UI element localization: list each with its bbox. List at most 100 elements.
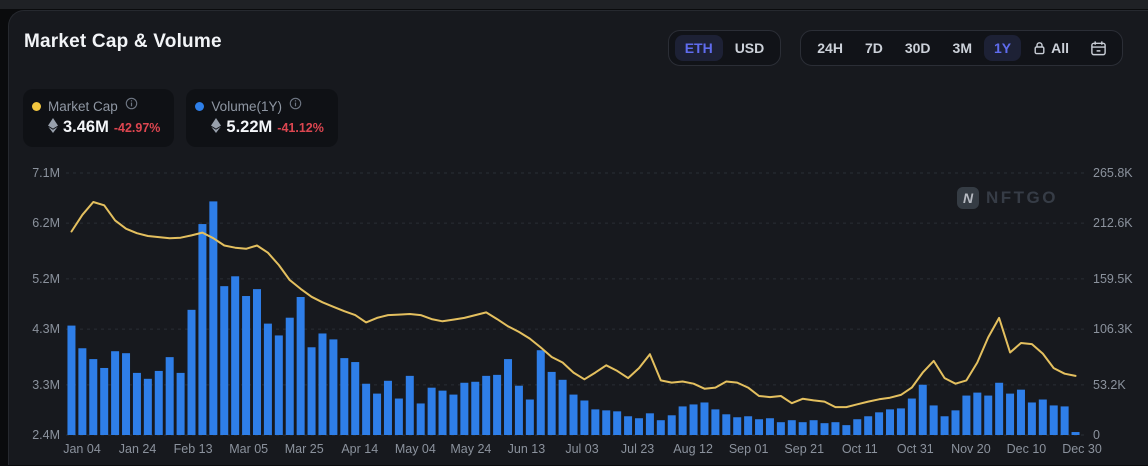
volume-bar (67, 325, 76, 435)
chart-controls: ETH USD 24H 7D 30D 3M 1Y All (667, 30, 1123, 66)
currency-option-usd[interactable]: USD (734, 40, 765, 56)
volume-bar (252, 289, 261, 435)
right-axis-tick: 265.8K (1093, 166, 1133, 180)
volume-bar (274, 335, 283, 435)
x-axis-tick: Jan 04 (63, 442, 101, 456)
market-cap-change: -42.97% (113, 121, 161, 135)
volume-bar (984, 395, 993, 435)
volume-bar (351, 362, 360, 435)
range-all[interactable]: All (1023, 35, 1079, 61)
chart-canvas[interactable]: 7.1M 265.8K 6.2M 212.6K 5.2M 159.5K 4.3M 106.3K… (9, 11, 1148, 466)
volume-bar (886, 409, 895, 435)
volume-bar (471, 381, 480, 435)
eth-icon (48, 118, 58, 138)
left-axis-tick: 7.1M (32, 166, 60, 180)
volume-bar (329, 339, 338, 435)
volume-bar (307, 347, 316, 435)
volume-bar (504, 359, 513, 435)
volume-value: 5.22M (226, 118, 273, 136)
volume-bar (427, 387, 436, 435)
volume-bar (1060, 406, 1069, 435)
lock-icon (1033, 41, 1046, 55)
volume-bar (460, 382, 469, 435)
volume-change: -41.12% (277, 121, 324, 135)
volume-label: Volume(1Y) (211, 98, 282, 114)
volume-bar (242, 296, 251, 435)
x-axis-tick: Oct 11 (842, 442, 878, 456)
volume-bar (394, 398, 403, 435)
left-axis-tick: 6.2M (32, 216, 60, 230)
right-axis-tick: 212.6K (1093, 216, 1133, 230)
calendar-button[interactable] (1081, 35, 1116, 62)
volume-bar (482, 375, 491, 435)
legend-volume[interactable]: Volume(1Y) 5.22M -41.12% (186, 89, 338, 147)
volume-bar (907, 398, 916, 435)
range-3m[interactable]: 3M (952, 40, 972, 56)
info-icon[interactable] (289, 97, 302, 115)
volume-dot (195, 101, 205, 111)
volume-bar (755, 419, 764, 435)
volume-bar (1027, 402, 1036, 435)
volume-bar (820, 423, 829, 435)
range-30d[interactable]: 30D (904, 40, 931, 56)
x-axis-tick: May 04 (395, 442, 436, 456)
volume-bar (209, 201, 218, 435)
chart-legend: Market Cap 3.46M -42.97% (23, 89, 338, 147)
volume-bar (143, 378, 152, 435)
info-icon[interactable] (125, 97, 138, 115)
range-1y[interactable]: 1Y (983, 35, 1022, 61)
volume-bar (733, 417, 742, 435)
volume-bar (787, 420, 796, 435)
volume-bar (176, 372, 185, 435)
volume-bar (318, 333, 327, 435)
x-axis-tick: Oct 31 (897, 442, 934, 456)
x-axis-tick: Apr 14 (341, 442, 378, 456)
x-axis-tick: Jul 03 (565, 442, 598, 456)
volume-bar (722, 414, 731, 435)
x-axis-tick: Jan 24 (119, 442, 157, 456)
volume-bar (940, 416, 949, 435)
volume-bar (842, 425, 851, 435)
volume-bar (678, 406, 687, 435)
volume-bar (602, 410, 611, 435)
market-cap-dot (32, 101, 41, 111)
volume-bar (165, 357, 174, 435)
volume-bar (122, 353, 131, 435)
volume-bar (362, 383, 371, 435)
x-axis-tick: Jun 13 (508, 442, 546, 456)
volume-bar (231, 276, 240, 435)
volume-bar (111, 351, 120, 435)
volume-bar (896, 408, 905, 435)
timerange-toggle: 24H 7D 30D 3M 1Y All (800, 30, 1123, 66)
right-axis-tick: 53.2K (1093, 378, 1126, 392)
volume-bar (962, 395, 971, 435)
volume-bar (198, 224, 207, 435)
range-7d[interactable]: 7D (864, 40, 883, 56)
legend-market-cap[interactable]: Market Cap 3.46M -42.97% (23, 89, 175, 147)
volume-bar (340, 358, 349, 435)
volume-bar (875, 412, 884, 435)
volume-bar (1049, 405, 1058, 435)
volume-bar (711, 409, 720, 435)
right-axis-tick: 106.3K (1093, 322, 1133, 336)
volume-bar (591, 409, 600, 435)
volume-bar (536, 350, 545, 435)
market-cap-line (70, 201, 1077, 409)
range-24h[interactable]: 24H (817, 40, 843, 56)
currency-option-eth[interactable]: ETH (674, 35, 723, 61)
currency-toggle: ETH USD (667, 30, 782, 66)
volume-bar (132, 372, 141, 435)
volume-bar (1016, 389, 1025, 435)
page-title: Market Cap & Volume (24, 31, 222, 52)
page-top-band (0, 0, 1148, 9)
range-all-label: All (1051, 40, 1069, 56)
left-axis-tick: 5.2M (32, 272, 60, 286)
volume-bar (1071, 432, 1080, 435)
volume-bar (569, 394, 578, 435)
left-axis-tick: 3.3M (32, 378, 60, 392)
volume-bar (580, 400, 589, 435)
volume-bar (187, 309, 196, 435)
volume-bar (100, 367, 109, 435)
nftgo-logo-text: NFTGO (986, 188, 1058, 207)
volume-bar (383, 380, 392, 435)
